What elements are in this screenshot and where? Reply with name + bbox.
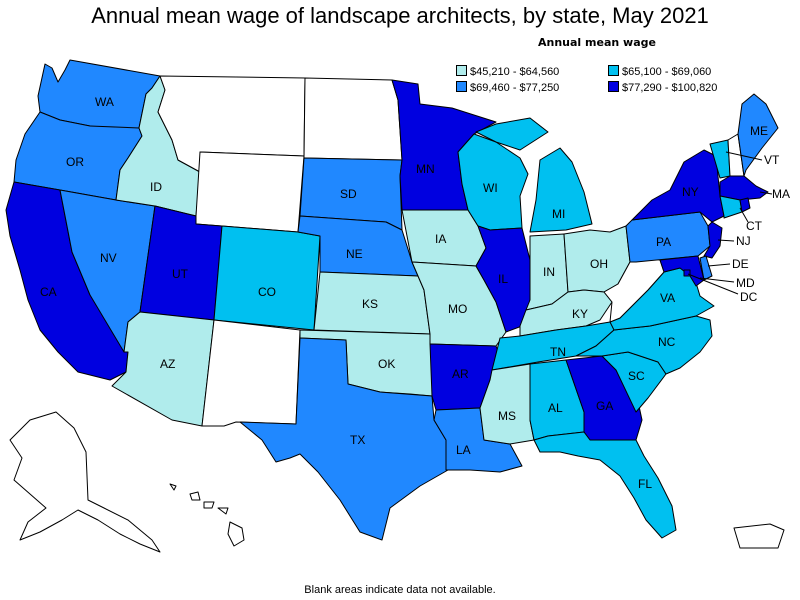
label-me: ME [750,124,768,138]
label-ia: IA [435,232,446,246]
label-wi: WI [483,181,498,195]
state-ma[interactable] [719,175,769,201]
label-sc: SC [628,369,645,383]
leader-ma [759,191,773,195]
leader-dc [687,273,739,295]
legend-item-bin-4: $77,290 - $100,820 [608,81,717,94]
footnote: Blank areas indicate data not available. [304,584,496,596]
state-wy[interactable] [195,151,305,233]
legend-swatch [608,65,619,76]
state-ri[interactable] [739,197,751,213]
leader-ct [739,207,749,223]
state-fl[interactable] [533,431,677,539]
label-co: CO [258,285,276,299]
label-ms: MS [498,409,516,423]
legend-label: $77,290 - $100,820 [622,82,718,94]
label-or: OR [66,155,84,169]
label-oh: OH [590,257,608,271]
state-mi[interactable] [475,117,593,233]
legend-item-bin-3: $69,460 - $77,250 [456,81,559,94]
legend-swatch [608,81,619,92]
state-nd[interactable] [303,77,403,161]
state-dc[interactable] [683,269,691,277]
state-il[interactable] [475,225,531,333]
label-ok: OK [378,357,395,371]
state-co[interactable] [213,225,321,331]
leader-nj [717,239,735,242]
label-ut: UT [172,267,189,281]
state-nj[interactable] [703,221,723,259]
legend-swatch [456,65,467,76]
label-ca: CA [40,285,57,299]
label-ct: CT [746,219,763,233]
label-id: ID [150,180,162,194]
label-de: DE [732,257,749,271]
leader-md [699,277,735,283]
map-title: Annual mean wage of landscape architects… [91,3,709,28]
label-mn: MN [416,162,435,176]
label-ma: MA [772,187,790,201]
label-la: LA [456,443,471,457]
label-in: IN [543,265,555,279]
label-wa: WA [95,95,114,109]
label-nj: NJ [736,234,751,248]
state-nm[interactable] [201,319,301,427]
state-md[interactable] [659,255,705,287]
label-ny: NY [682,185,699,199]
state-pr[interactable] [733,523,785,549]
label-ar: AR [452,367,469,381]
label-tn: TN [550,345,566,359]
label-ga: GA [596,399,613,413]
label-vt: VT [764,153,780,167]
leader-de [707,263,731,267]
legend-swatch [456,81,467,92]
state-tx[interactable] [239,337,449,541]
label-il: IL [498,272,508,286]
label-md: MD [736,276,755,290]
leader-vt [725,151,763,161]
label-fl: FL [638,477,652,491]
legend-label: $69,460 - $77,250 [470,82,560,94]
label-mo: MO [448,302,467,316]
state-me[interactable] [737,93,779,177]
label-al: AL [548,401,563,415]
label-mi: MI [552,207,565,221]
state-hi[interactable] [169,483,245,547]
label-pa: PA [656,235,671,249]
legend-item-bin-1: $45,210 - $64,560 [456,65,559,78]
label-dc: DC [740,290,758,304]
state-ct[interactable] [719,195,743,219]
legend-title: Annual mean wage [538,36,656,49]
legend-item-bin-2: $65,100 - $69,060 [608,65,711,78]
label-ne: NE [346,247,363,261]
label-sd: SD [340,187,357,201]
label-nv: NV [100,251,117,265]
label-tx: TX [350,433,365,447]
state-wv[interactable] [603,255,665,323]
label-ks: KS [362,297,378,311]
legend-label: $45,210 - $64,560 [470,66,560,78]
state-ny[interactable] [631,149,725,223]
state-ak[interactable] [9,411,161,553]
legend-label: $65,100 - $69,060 [622,66,712,78]
label-va: VA [660,291,675,305]
label-az: AZ [160,357,175,371]
label-nc: NC [658,335,676,349]
label-ky: KY [572,307,588,321]
